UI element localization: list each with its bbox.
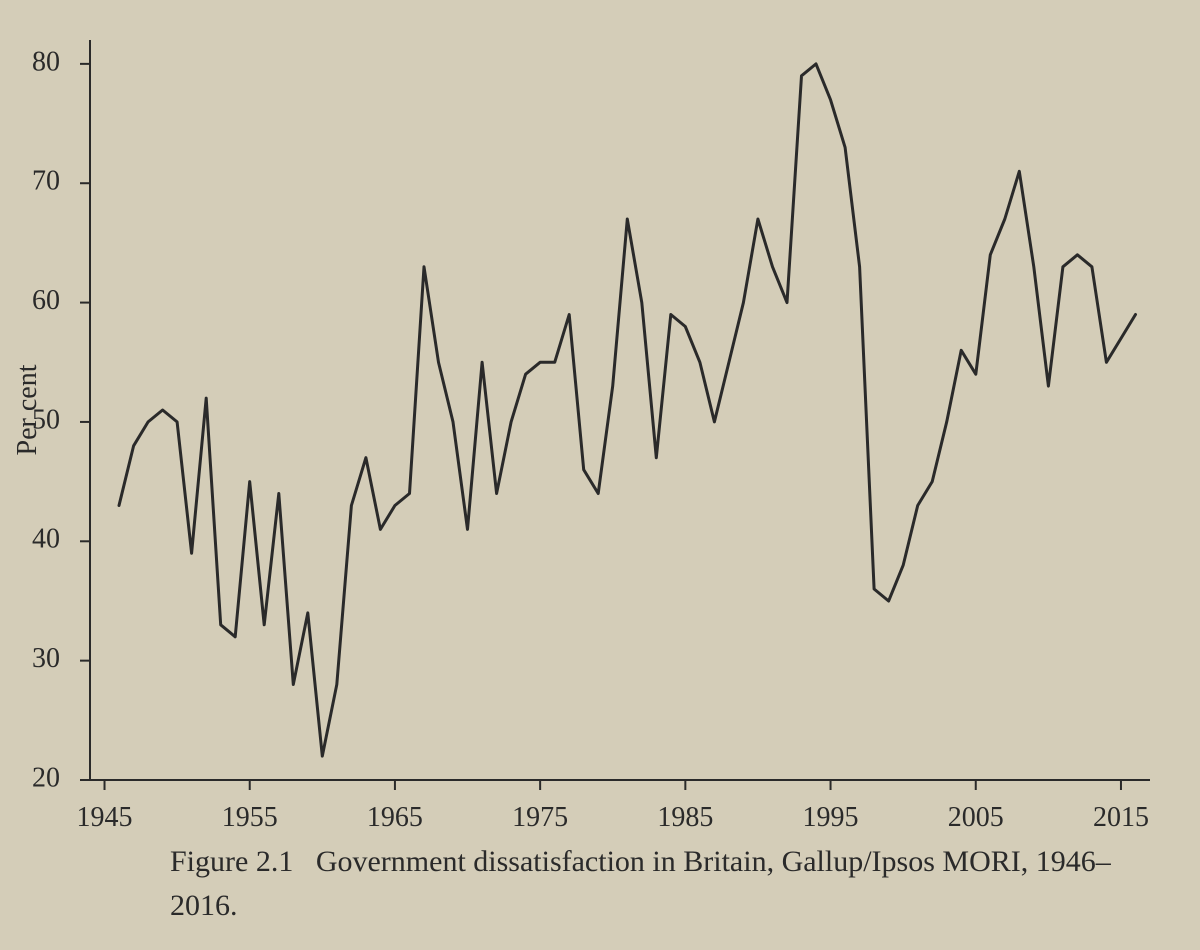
page: Per cent 2030405060708019451955196519751…	[0, 0, 1200, 950]
svg-text:30: 30	[32, 643, 60, 674]
svg-text:1945: 1945	[77, 802, 133, 833]
svg-text:2015: 2015	[1093, 802, 1149, 833]
line-chart: 2030405060708019451955196519751985199520…	[90, 40, 1150, 780]
svg-text:1985: 1985	[657, 802, 713, 833]
svg-text:60: 60	[32, 285, 60, 316]
svg-text:20: 20	[32, 762, 60, 793]
figure-number: Figure 2.1	[170, 845, 293, 878]
svg-text:1975: 1975	[512, 802, 568, 833]
svg-text:50: 50	[32, 404, 60, 435]
figure-caption-text: Government dissatisfaction in Britain, G…	[170, 845, 1111, 922]
svg-text:1965: 1965	[367, 802, 423, 833]
svg-text:80: 80	[32, 46, 60, 77]
svg-text:1995: 1995	[803, 802, 859, 833]
svg-text:1955: 1955	[222, 802, 278, 833]
figure-caption: Figure 2.1 Government dissatisfaction in…	[170, 840, 1150, 927]
svg-text:70: 70	[32, 166, 60, 197]
svg-text:40: 40	[32, 524, 60, 555]
chart-area: 2030405060708019451955196519751985199520…	[90, 40, 1150, 780]
svg-text:2005: 2005	[948, 802, 1004, 833]
